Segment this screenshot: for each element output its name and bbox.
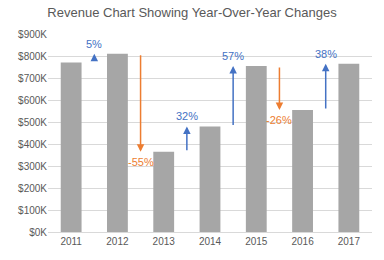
svg-text:$0K: $0K <box>29 227 47 238</box>
svg-text:$900K: $900K <box>18 29 47 40</box>
svg-text:2015: 2015 <box>245 236 268 247</box>
svg-text:57%: 57% <box>222 50 244 62</box>
svg-text:$200K: $200K <box>18 183 47 194</box>
svg-text:2011: 2011 <box>60 236 82 247</box>
svg-text:$700K: $700K <box>18 73 47 84</box>
svg-text:-26%: -26% <box>266 114 292 126</box>
svg-text:$600K: $600K <box>18 95 47 106</box>
svg-text:Revenue Chart Showing Year-Ove: Revenue Chart Showing Year-Over-Year Cha… <box>47 5 337 20</box>
svg-text:38%: 38% <box>315 48 337 60</box>
svg-text:2012: 2012 <box>106 236 129 247</box>
svg-text:-55%: -55% <box>128 156 154 168</box>
svg-text:$400K: $400K <box>18 139 47 150</box>
svg-text:$100K: $100K <box>18 205 47 216</box>
svg-text:2014: 2014 <box>199 236 222 247</box>
svg-text:$500K: $500K <box>18 117 47 128</box>
svg-text:2016: 2016 <box>291 236 314 247</box>
svg-text:$300K: $300K <box>18 161 47 172</box>
svg-text:$800K: $800K <box>18 51 47 62</box>
svg-text:32%: 32% <box>176 110 198 122</box>
svg-text:5%: 5% <box>86 38 102 50</box>
svg-text:2013: 2013 <box>153 236 176 247</box>
svg-text:2017: 2017 <box>338 236 361 247</box>
